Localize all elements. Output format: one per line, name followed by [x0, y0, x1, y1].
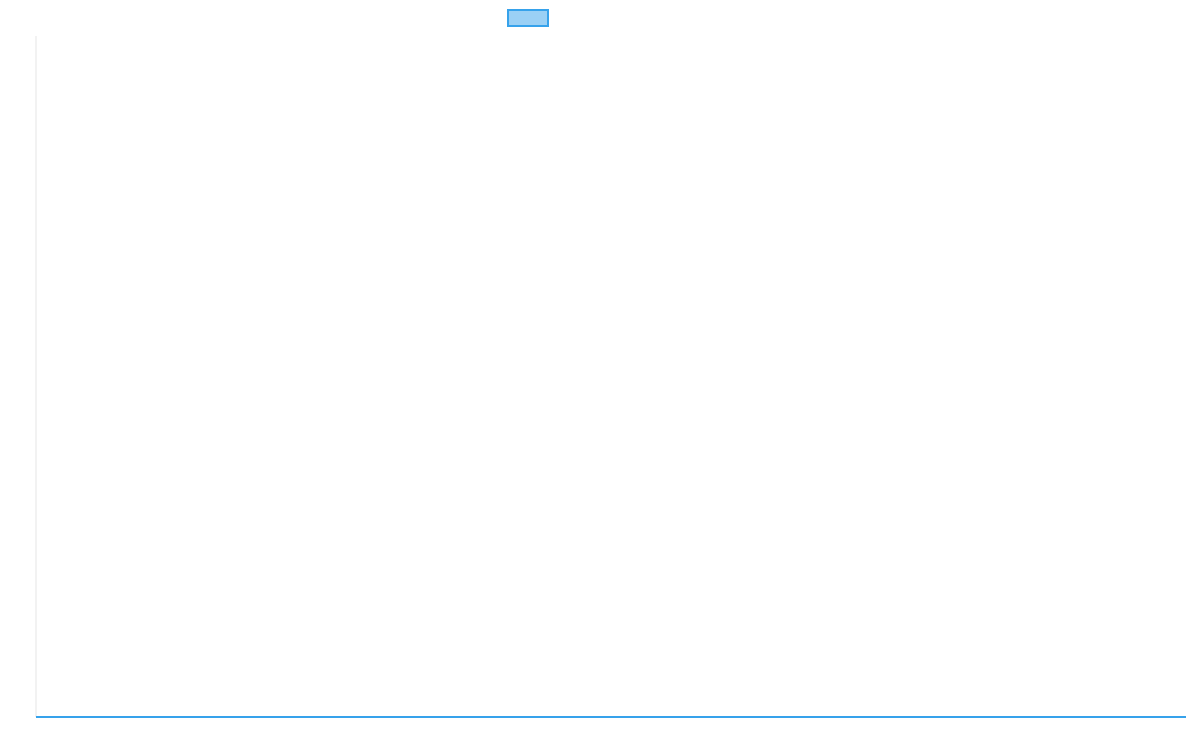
legend-swatch[interactable]	[507, 9, 549, 27]
legend[interactable]	[507, 9, 549, 27]
